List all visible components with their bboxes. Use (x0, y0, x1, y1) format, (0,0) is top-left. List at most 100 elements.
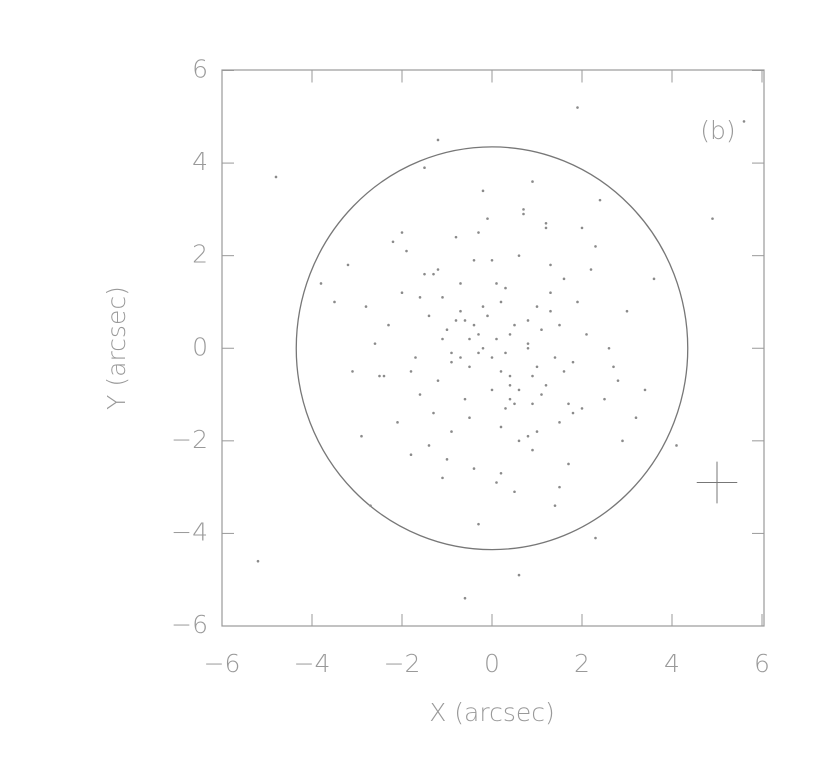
point (522, 212, 525, 216)
point (477, 333, 480, 336)
point (463, 596, 467, 600)
point (535, 430, 539, 433)
point (486, 217, 489, 220)
point (576, 300, 579, 304)
point (499, 370, 503, 373)
point (558, 323, 561, 327)
point (405, 249, 408, 253)
point (562, 370, 566, 373)
point (400, 231, 404, 234)
point (612, 365, 615, 369)
point (454, 319, 458, 322)
point (481, 305, 485, 308)
point (450, 351, 453, 355)
point (477, 351, 480, 355)
point (594, 536, 597, 540)
point (499, 425, 503, 429)
y-axis-label: Y (arcsec) (102, 286, 131, 410)
point (409, 370, 413, 373)
point (373, 342, 377, 345)
point (652, 277, 656, 281)
point (571, 411, 575, 415)
point (441, 296, 444, 299)
y-tick-label: 6 (192, 55, 208, 84)
point (459, 309, 462, 313)
point (477, 231, 480, 234)
point (517, 254, 521, 257)
point (423, 166, 426, 170)
point (549, 291, 552, 295)
point (517, 573, 521, 577)
point (463, 319, 467, 322)
point (558, 421, 561, 424)
point (580, 407, 584, 410)
point (414, 356, 417, 359)
point (567, 402, 570, 406)
point (432, 272, 435, 276)
point (418, 296, 422, 299)
point (513, 490, 516, 494)
point (450, 430, 453, 433)
point (508, 333, 512, 336)
point (522, 208, 525, 211)
point (445, 328, 449, 332)
x-tick-label: −4 (294, 649, 331, 678)
point (508, 383, 512, 387)
point (472, 258, 476, 262)
point (423, 272, 426, 276)
point (535, 365, 539, 369)
y-tick-label: 4 (192, 147, 208, 176)
point (580, 226, 584, 230)
point (531, 402, 534, 406)
point (256, 559, 260, 563)
point (459, 356, 462, 359)
point (531, 448, 534, 452)
point (432, 411, 435, 415)
point (495, 481, 498, 484)
point (544, 226, 548, 230)
point (427, 314, 431, 318)
point (477, 522, 480, 526)
point (625, 309, 629, 313)
point (427, 444, 431, 447)
point (504, 286, 507, 290)
point (400, 291, 404, 295)
point (711, 217, 714, 220)
point (643, 388, 647, 392)
point (441, 337, 444, 341)
point (364, 305, 368, 308)
point (486, 314, 489, 318)
point (436, 268, 440, 271)
point (499, 300, 503, 304)
point (544, 221, 548, 225)
point (360, 434, 363, 438)
point (544, 383, 548, 387)
point (441, 476, 444, 480)
point (540, 393, 543, 396)
point (603, 397, 606, 401)
point (526, 319, 530, 322)
point (535, 305, 539, 308)
point (391, 240, 395, 244)
point (472, 323, 476, 327)
point (468, 416, 471, 419)
point (472, 467, 476, 470)
plot-frame (221, 69, 765, 627)
point (378, 374, 381, 378)
point (274, 175, 278, 179)
point (585, 333, 588, 336)
point (481, 346, 485, 350)
y-tick-label: −6 (171, 610, 208, 639)
point (526, 434, 530, 438)
point (526, 346, 530, 350)
point (409, 453, 413, 457)
x-tick-label: −6 (204, 649, 241, 678)
y-tick-label: 0 (192, 332, 208, 361)
point (513, 323, 516, 327)
x-tick-label: 2 (574, 649, 590, 678)
x-axis-label: X (arcsec) (429, 698, 555, 727)
point (445, 458, 449, 461)
point (549, 309, 552, 313)
point (576, 106, 579, 109)
